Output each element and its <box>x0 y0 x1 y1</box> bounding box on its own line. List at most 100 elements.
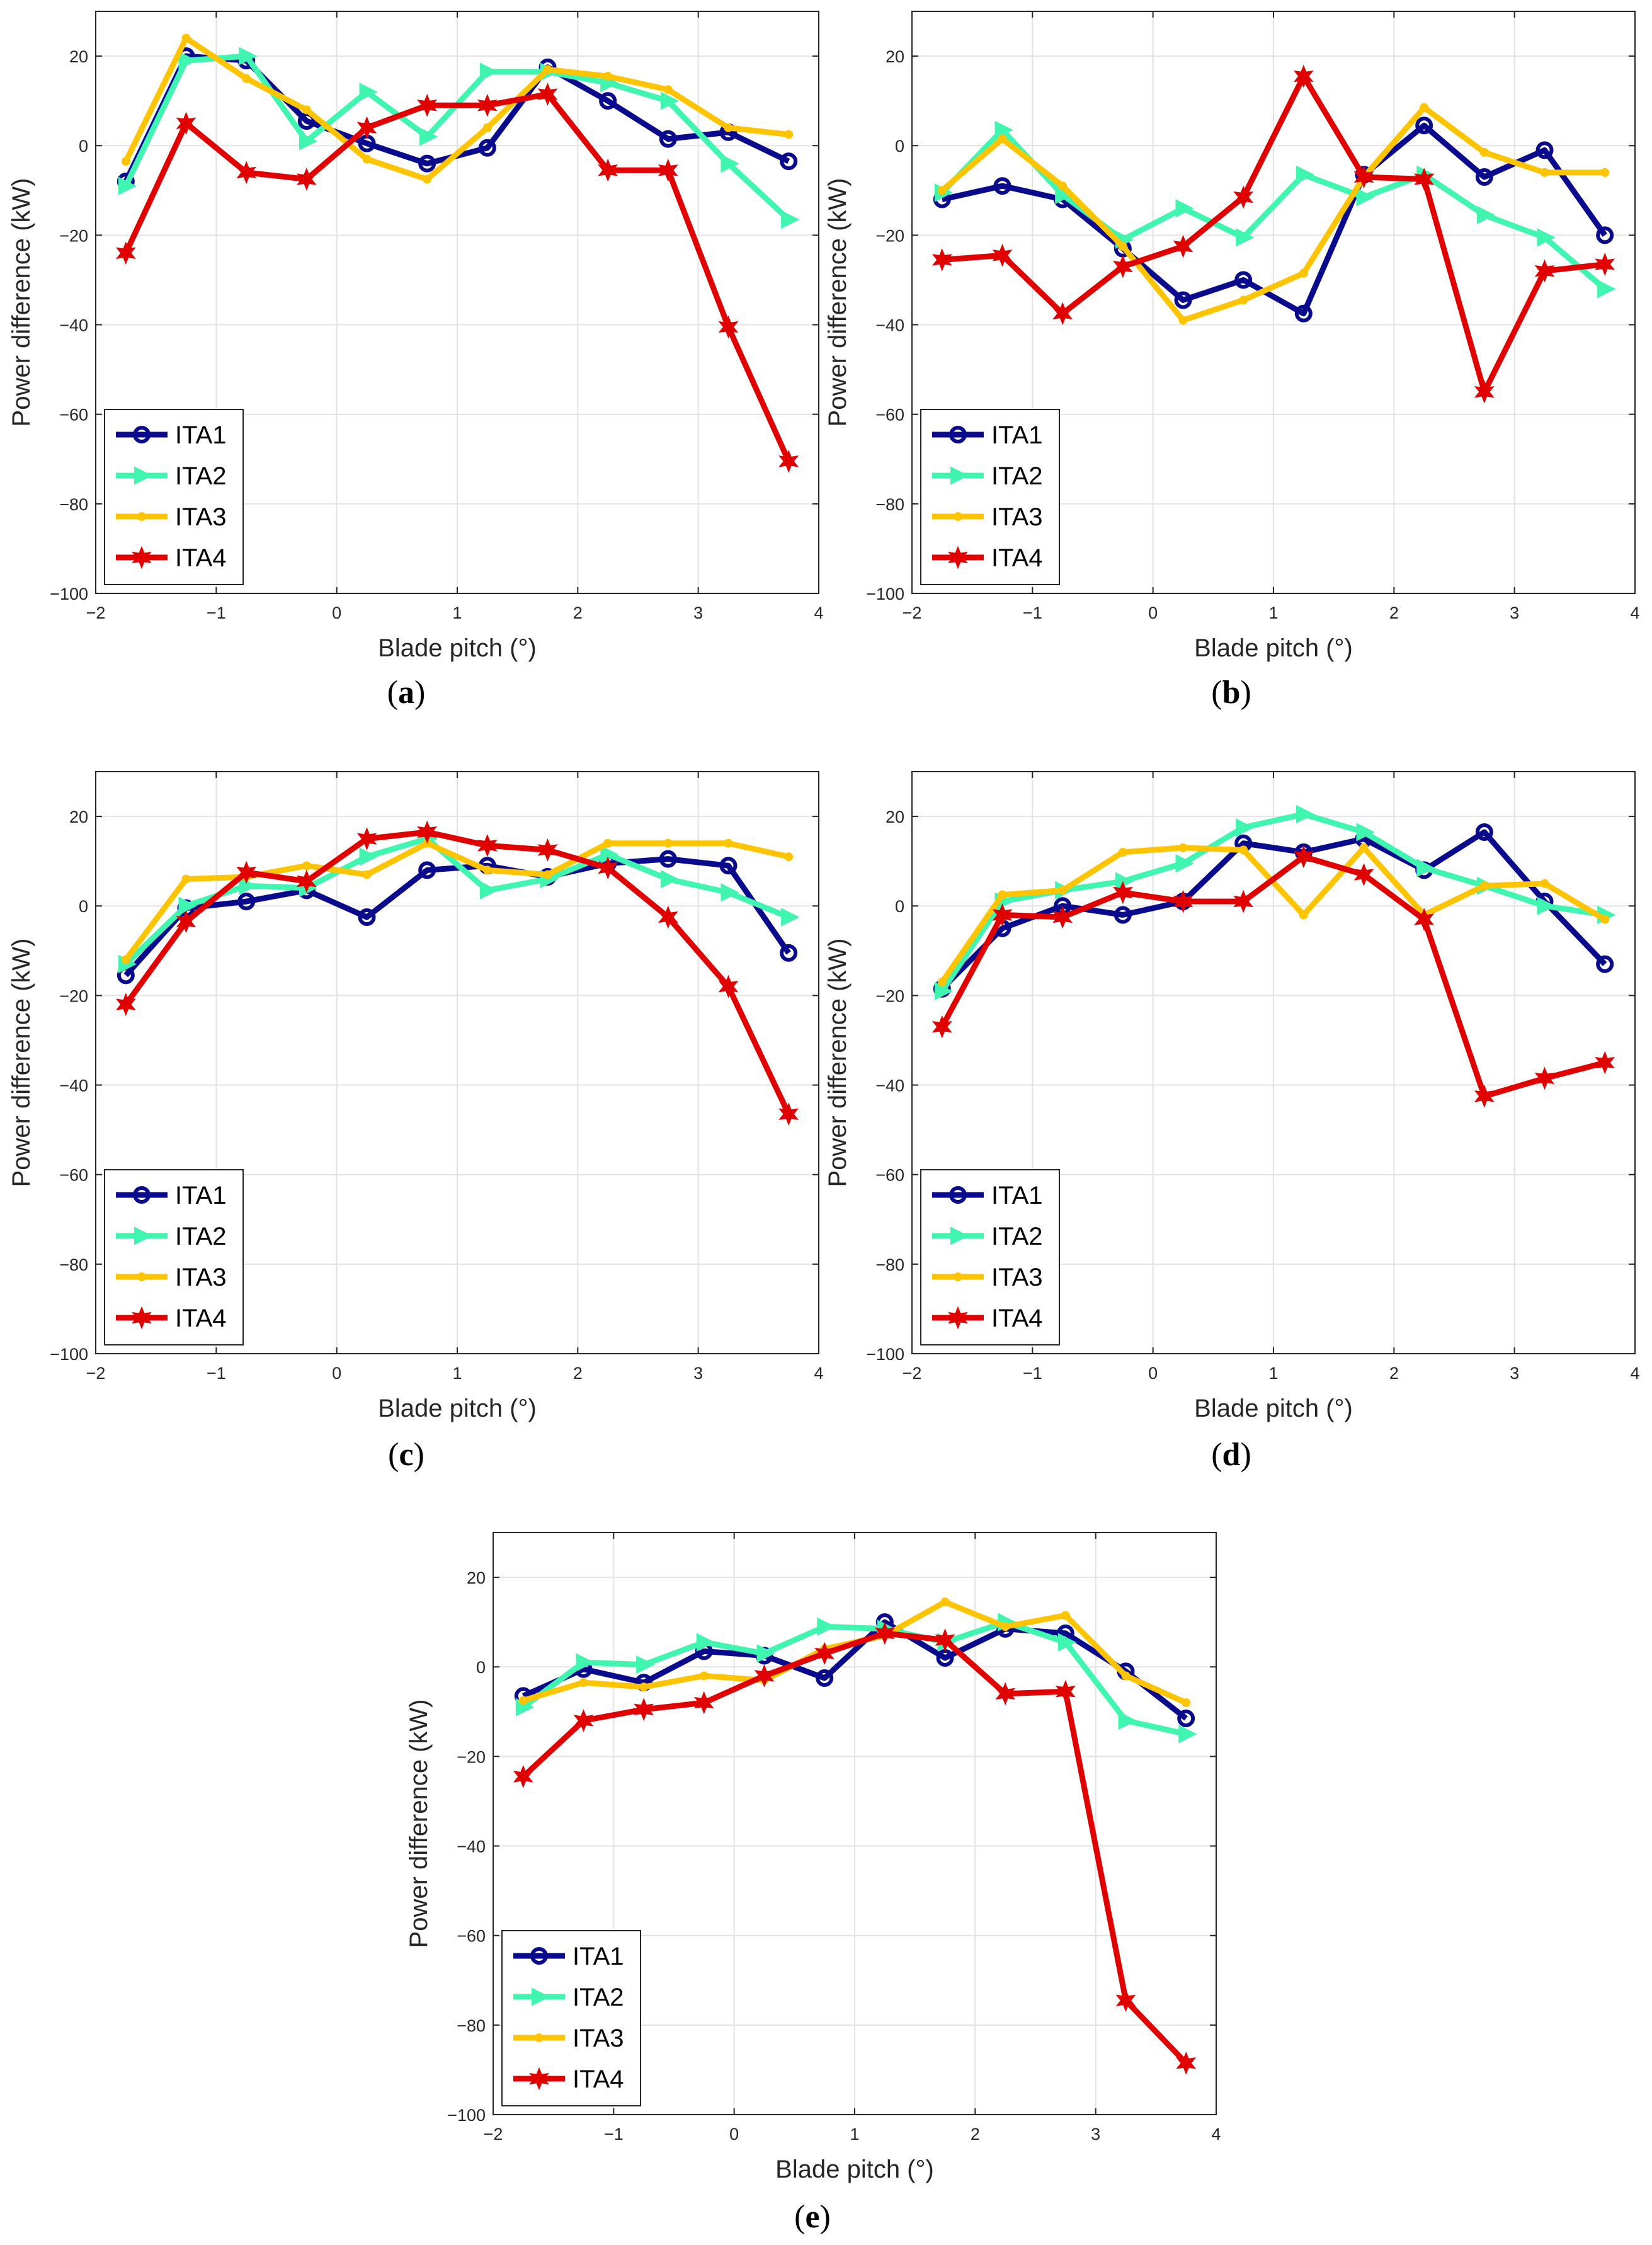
data-point <box>781 908 800 927</box>
x-tick-label: 0 <box>1148 1364 1158 1383</box>
x-tick-label: 4 <box>1630 603 1639 622</box>
data-point <box>816 1669 834 1687</box>
y-tick-label: −40 <box>875 316 904 335</box>
chart-panel-d: −2 −1 0 1 2 3 4 −100 −80 −60 −40 −20 0 20 Blade pitch … <box>824 771 1640 1422</box>
y-tick-label: −40 <box>59 316 88 335</box>
data-point <box>1597 280 1616 299</box>
data-point <box>417 93 438 117</box>
data-point <box>1233 889 1254 913</box>
y-tick-label: −80 <box>457 2016 486 2035</box>
data-point <box>513 1765 533 1788</box>
chart-panel-b: −2 −1 0 1 2 3 4 −100 −80 −60 −40 −20 0 20 Blade pitch … <box>824 11 1640 662</box>
data-point <box>603 72 613 81</box>
data-point <box>1353 165 1374 189</box>
panel-caption-b: (b) <box>1211 675 1251 711</box>
series-line <box>940 127 1607 292</box>
data-point <box>1118 1711 1137 1730</box>
panel-letter: c <box>399 1437 414 1473</box>
legend-label: ITA3 <box>175 1264 227 1291</box>
data-point <box>299 132 318 151</box>
data-point <box>1600 168 1610 177</box>
y-tick-label: −40 <box>875 1077 904 1095</box>
legend-entry-ita1: ITA1 <box>116 1182 227 1209</box>
legend-label: ITA4 <box>573 2065 624 2093</box>
data-point <box>417 820 438 844</box>
data-point <box>1121 1671 1131 1681</box>
data-point <box>1115 1989 1136 2013</box>
data-point <box>998 134 1007 144</box>
x-tick-label: 1 <box>452 1364 462 1383</box>
series-ita3 <box>121 33 794 184</box>
data-point <box>236 161 257 185</box>
y-tick-label: 20 <box>886 808 904 826</box>
data-point <box>181 33 191 43</box>
legend-entry-ita3: ITA3 <box>116 1264 227 1291</box>
y-tick-label: −20 <box>59 226 88 245</box>
data-point <box>296 869 317 893</box>
data-point <box>1174 291 1192 309</box>
data-point <box>814 1642 835 1665</box>
data-point <box>1479 147 1489 157</box>
series-line <box>941 122 1607 317</box>
data-point <box>573 1709 594 1732</box>
y-tick-label: −100 <box>50 1345 88 1364</box>
series-ita4 <box>931 64 1615 404</box>
data-point <box>659 850 677 868</box>
data-point <box>721 154 739 173</box>
data-point <box>1176 2051 1197 2075</box>
data-point <box>1052 905 1073 929</box>
data-point <box>931 248 952 271</box>
data-point <box>1595 1051 1615 1075</box>
y-tick-label: −60 <box>59 406 88 425</box>
x-tick-label: 0 <box>729 2125 739 2144</box>
legend-label: ITA4 <box>991 1305 1043 1332</box>
data-point <box>937 186 947 195</box>
data-point <box>1293 845 1314 869</box>
data-point <box>423 174 432 184</box>
y-tick-label: 0 <box>79 137 88 156</box>
series-line <box>939 854 1606 1099</box>
data-point <box>1239 845 1248 855</box>
data-point <box>1294 304 1313 323</box>
data-point <box>1353 863 1374 886</box>
data-point <box>482 123 492 132</box>
series-ita3 <box>937 103 1610 325</box>
legend-entry-ita3: ITA3 <box>116 503 227 531</box>
data-point <box>176 910 197 934</box>
legend-label: ITA2 <box>175 462 227 490</box>
data-point <box>1596 226 1614 244</box>
y-tick-label: −100 <box>447 2106 486 2125</box>
data-point <box>1540 168 1549 177</box>
data-point <box>418 861 436 879</box>
data-point <box>537 83 558 106</box>
legend-label: ITA3 <box>991 503 1043 531</box>
y-tick-label: 20 <box>69 47 88 66</box>
x-tick-label: −2 <box>903 603 922 622</box>
series-ita4 <box>115 820 799 1126</box>
y-tick-label: −60 <box>59 1166 88 1185</box>
series-line <box>521 1619 1187 1737</box>
legend-entry-ita2: ITA2 <box>932 462 1043 490</box>
legend-label: ITA4 <box>175 1305 227 1332</box>
legend-entry-ita2: ITA2 <box>116 462 227 490</box>
data-point <box>603 838 613 848</box>
data-point <box>1596 955 1614 973</box>
x-tick-label: −2 <box>86 1364 106 1383</box>
data-point <box>992 244 1013 267</box>
data-point <box>1600 915 1610 924</box>
y-tick-label: −20 <box>875 986 904 1005</box>
x-tick-label: 3 <box>1091 2125 1100 2144</box>
x-tick-label: 4 <box>814 1364 823 1383</box>
legend-entry-ita2: ITA2 <box>116 1223 227 1250</box>
x-tick-label: −2 <box>903 1364 922 1383</box>
legend-label: ITA2 <box>175 1223 227 1250</box>
data-point <box>118 176 137 195</box>
data-point <box>1178 843 1188 852</box>
legend-marker <box>954 1272 962 1281</box>
data-point <box>477 93 498 117</box>
data-point <box>419 127 438 146</box>
data-point <box>1476 205 1496 225</box>
data-point <box>1537 896 1556 915</box>
y-tick-label: −80 <box>875 495 904 514</box>
